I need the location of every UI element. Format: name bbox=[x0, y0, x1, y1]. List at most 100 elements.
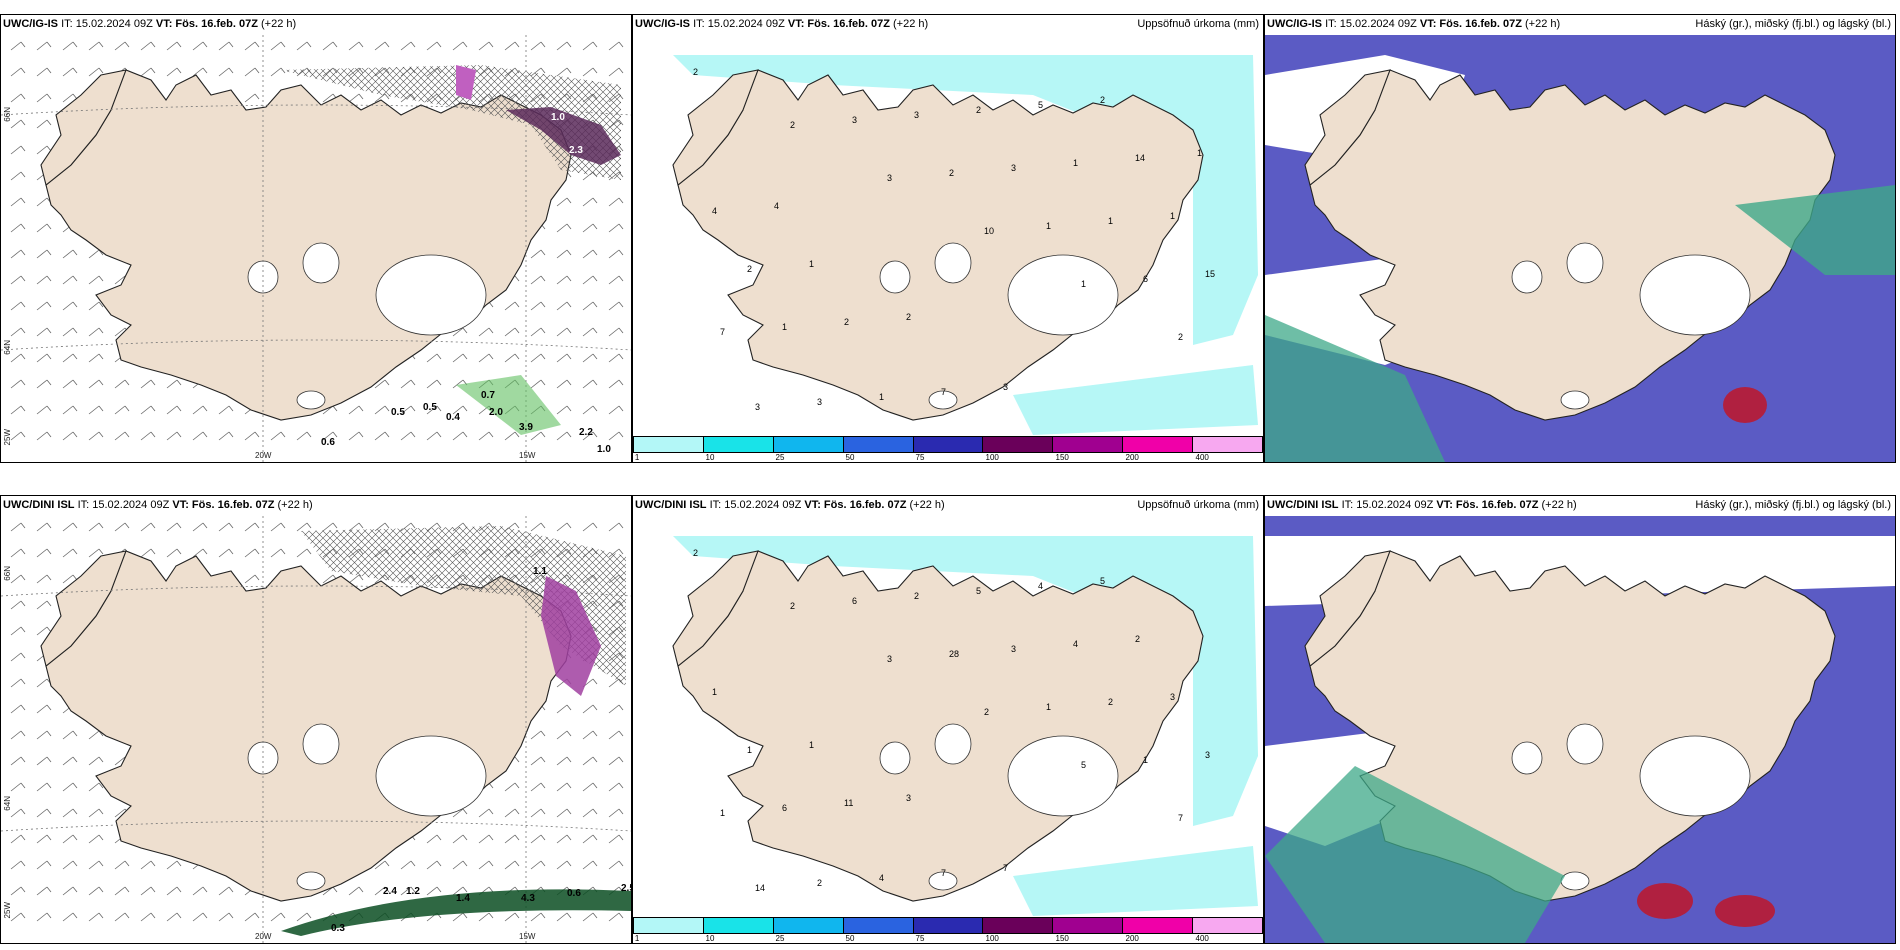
colorbar-swatch bbox=[634, 437, 704, 452]
precip-value: 15 bbox=[1205, 269, 1215, 279]
precip-area bbox=[673, 55, 1258, 345]
precip-value: 1 bbox=[1081, 279, 1086, 289]
colorbar-tick-label: 75 bbox=[915, 934, 925, 943]
precip-value: 6 bbox=[782, 803, 787, 813]
precip-value: 3 bbox=[755, 402, 760, 412]
contour-label: 0.6 bbox=[567, 888, 581, 899]
precip-value: 1 bbox=[720, 808, 725, 818]
panel-ig-wind: UWC/IG-IS IT: 15.02.2024 09Z VT: Fös. 16… bbox=[0, 14, 632, 463]
precip-value: 2 bbox=[949, 168, 954, 178]
precip-value: 3 bbox=[1011, 163, 1016, 173]
colorbar-swatch bbox=[1123, 437, 1194, 452]
contour-label: 0.4 bbox=[446, 412, 460, 423]
precip-value: 2 bbox=[1100, 95, 1105, 105]
colorbar-swatch bbox=[1053, 918, 1124, 933]
precip-shading bbox=[456, 375, 561, 435]
precip-value: 4 bbox=[1038, 581, 1043, 591]
precip-value: 3 bbox=[852, 115, 857, 125]
map-canvas[interactable] bbox=[1265, 15, 1895, 462]
lon-label-20: 20W bbox=[255, 932, 272, 941]
colorbar-swatch bbox=[634, 918, 704, 933]
precip-area bbox=[1013, 846, 1258, 916]
colorbar-swatch bbox=[1123, 918, 1194, 933]
precip-value: 1 bbox=[1197, 148, 1202, 158]
precip-value: 7 bbox=[1003, 863, 1008, 873]
contour-label: 0.5 bbox=[423, 402, 437, 413]
precip-value: 3 bbox=[1003, 382, 1008, 392]
colorbar-tick-label: 25 bbox=[775, 934, 785, 943]
precip-value: 14 bbox=[1135, 153, 1145, 163]
panel-right-title: Háský (gr.), miðský (fj.bl.) og lágský (… bbox=[1695, 499, 1891, 511]
colorbar-swatch bbox=[843, 918, 914, 933]
precip-value: 3 bbox=[914, 110, 919, 120]
panel-dini-wind: UWC/DINI ISL IT: 15.02.2024 09Z VT: Fös.… bbox=[0, 495, 632, 944]
contour-label: 4.3 bbox=[521, 893, 535, 904]
contour-label: 1.0 bbox=[597, 444, 611, 455]
panel-dini-precip: UWC/DINI ISL IT: 15.02.2024 09Z VT: Fös.… bbox=[632, 495, 1264, 944]
colorbar-tick-label: 400 bbox=[1195, 934, 1209, 943]
precip-value: 2 bbox=[693, 67, 698, 77]
panel-title: UWC/DINI ISL IT: 15.02.2024 09Z VT: Fös.… bbox=[3, 499, 313, 511]
colorbar-tick-label: 50 bbox=[845, 453, 855, 462]
panel-ig-precip: UWC/IG-IS IT: 15.02.2024 09Z VT: Fös. 16… bbox=[632, 14, 1264, 463]
cloud-high-cell bbox=[1715, 895, 1775, 927]
precip-value: 14 bbox=[755, 883, 765, 893]
precip-value: 3 bbox=[817, 397, 822, 407]
precip-value: 7 bbox=[1178, 813, 1183, 823]
contour-label: 2.2 bbox=[579, 427, 593, 438]
precip-value: 2 bbox=[976, 105, 981, 115]
precip-value: 5 bbox=[1100, 576, 1105, 586]
precip-value: 1 bbox=[782, 322, 787, 332]
precip-value: 2 bbox=[914, 591, 919, 601]
colorbar: 1 10 25 50 75 100 150 200 400 bbox=[633, 917, 1263, 943]
lon-label-25: 25W bbox=[3, 429, 12, 446]
colorbar: 1 10 25 50 75 100 150 200 400 bbox=[633, 436, 1263, 462]
precip-value: 2 bbox=[1178, 332, 1183, 342]
contour-label: 2.0 bbox=[489, 407, 503, 418]
colorbar-swatch bbox=[1053, 437, 1124, 452]
precip-value: 1 bbox=[1046, 702, 1051, 712]
colorbar-tick-label: 150 bbox=[1055, 934, 1069, 943]
precip-value: 3 bbox=[1205, 750, 1210, 760]
precip-value: 10 bbox=[984, 226, 994, 236]
map-canvas[interactable] bbox=[1265, 496, 1895, 943]
contour-label: 2.4 bbox=[383, 886, 397, 897]
precip-value: 1 bbox=[712, 687, 717, 697]
colorbar-swatch bbox=[913, 918, 984, 933]
precip-value: 2 bbox=[1135, 634, 1140, 644]
colorbar-swatch bbox=[773, 918, 844, 933]
precip-shading bbox=[541, 576, 601, 696]
colorbar-swatch bbox=[703, 918, 774, 933]
precip-value: 5 bbox=[976, 586, 981, 596]
precip-shading bbox=[281, 889, 631, 936]
colorbar-tick-label: 1 bbox=[634, 934, 640, 943]
hatched-area bbox=[281, 65, 621, 180]
colorbar-tick-label: 1 bbox=[634, 453, 640, 462]
cloud-low-layer bbox=[1265, 766, 1565, 943]
precip-value: 7 bbox=[941, 868, 946, 878]
map-canvas[interactable]: 1.0 2.3 0.5 0.5 0.4 0.7 2.0 3.9 2.2 1.0 0.6 bbox=[1, 15, 631, 462]
panel-title: UWC/DINI ISL IT: 15.02.2024 09Z VT: Fös.… bbox=[635, 499, 945, 511]
precip-value: 2 bbox=[1108, 697, 1113, 707]
panel-title: UWC/IG-IS IT: 15.02.2024 09Z VT: Fös. 16… bbox=[635, 18, 929, 30]
lat-label-64: 64N bbox=[3, 340, 12, 355]
precip-value: 4 bbox=[1073, 639, 1078, 649]
precip-value: 4 bbox=[774, 201, 779, 211]
precip-value: 4 bbox=[879, 873, 884, 883]
lat-label-64: 64N bbox=[3, 796, 12, 811]
panel-title: UWC/DINI ISL IT: 15.02.2024 09Z VT: Fös.… bbox=[1267, 499, 1577, 511]
lon-label-15: 15W bbox=[519, 451, 536, 460]
contour-label: 1.4 bbox=[456, 893, 470, 904]
lon-label-20: 20W bbox=[255, 451, 272, 460]
map-canvas[interactable]: 0.3 2.4 1.2 1.4 4.3 0.6 2.5 1.1 bbox=[1, 496, 631, 943]
precip-value: 1 bbox=[747, 745, 752, 755]
contour-label: 1.0 bbox=[551, 112, 565, 123]
precip-area bbox=[673, 536, 1258, 826]
colorbar-tick-label: 50 bbox=[845, 934, 855, 943]
contour-label: 1.2 bbox=[406, 886, 420, 897]
colorbar-tick-label: 10 bbox=[705, 453, 715, 462]
precip-value: 6 bbox=[852, 596, 857, 606]
contour-label: 0.3 bbox=[331, 923, 345, 934]
